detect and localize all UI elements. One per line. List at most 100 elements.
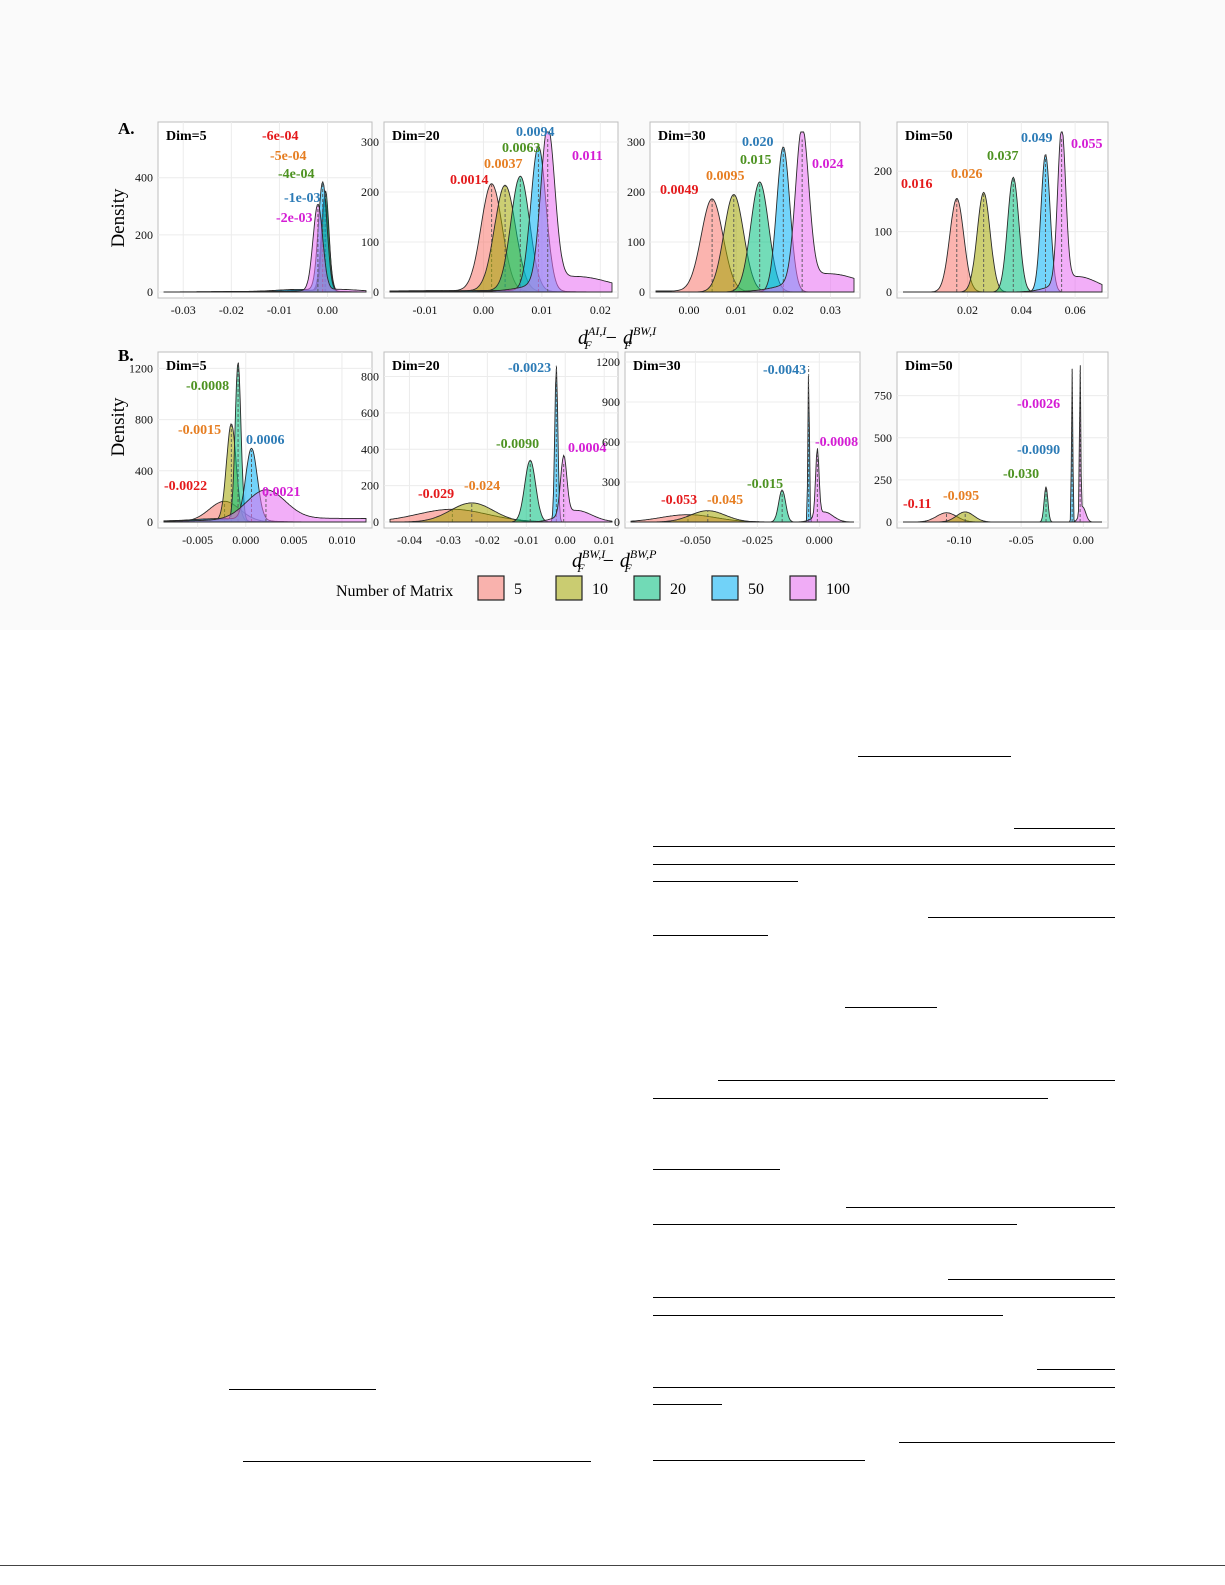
peak-label-100: 0.011 (572, 149, 603, 164)
dim-label: Dim=30 (658, 129, 706, 144)
legend-swatch-5 (477, 575, 505, 601)
density-series-100 (390, 454, 613, 523)
x-tick-label: -0.02 (219, 303, 244, 317)
peak-label-50: 0.0006 (246, 433, 285, 448)
y-tick-label: 200 (135, 228, 153, 242)
legend-label-10: 10 (592, 581, 608, 598)
legend: Number of Matrix 5 10 20 50 100 (336, 575, 850, 601)
peak-label-5: -0.0022 (164, 479, 207, 494)
peak-label-10: -5e-04 (270, 149, 307, 164)
x-tick-label: -0.10 (946, 533, 971, 547)
legend-label-100: 100 (826, 581, 850, 598)
underline-link[interactable] (653, 1098, 1048, 1100)
legend-items: 5 10 20 50 100 (477, 575, 850, 601)
x-tick-label: -0.005 (182, 533, 213, 547)
x-axis-label-a: dAI,I F − dBW,I F (578, 324, 657, 352)
x-tick-label: 0.06 (1065, 303, 1086, 317)
dim-label: Dim=50 (905, 359, 953, 374)
y-tick-label: 100 (874, 225, 892, 239)
underline-link[interactable] (899, 1442, 1115, 1444)
underline-link[interactable] (653, 1387, 1115, 1389)
y-tick-label: 200 (361, 479, 379, 493)
y-tick-label: 0 (886, 285, 892, 299)
page-footer-rule (0, 1565, 1225, 1566)
underline-link[interactable] (948, 1279, 1115, 1281)
y-tick-label: 0 (147, 515, 153, 529)
underline-link[interactable] (243, 1461, 591, 1463)
figure: A. B. Density Density dAI,I F − dBW,I F dBW,… (0, 0, 1225, 630)
y-tick-label: 300 (361, 135, 379, 149)
peak-label-20: 0.0063 (502, 141, 541, 156)
underline-link[interactable] (653, 846, 1115, 848)
legend-swatch-10 (555, 575, 583, 601)
peak-label-100: 0.0004 (568, 441, 607, 456)
peak-label-20: -0.015 (747, 477, 783, 492)
x-tick-label: -0.03 (436, 533, 461, 547)
legend-swatch-100 (789, 575, 817, 601)
peak-label-20: -0.030 (1003, 467, 1039, 482)
x-tick-label: -0.01 (514, 533, 539, 547)
underline-link[interactable] (653, 1460, 865, 1462)
peak-label-50: 0.020 (742, 135, 774, 150)
underline-link[interactable] (653, 1297, 1115, 1299)
underline-link[interactable] (718, 1080, 1115, 1082)
underline-link[interactable] (653, 1224, 1017, 1226)
peak-label-5: 0.0049 (660, 183, 699, 198)
legend-title: Number of Matrix (336, 583, 453, 600)
peak-label-5: -0.053 (661, 493, 697, 508)
underline-link[interactable] (928, 917, 1115, 919)
x-tick-label: -0.05 (1009, 533, 1034, 547)
panel-B-dim30: -0.050 -0.025 0.000 0 300 600 900 1200 -0.053 -0.… (596, 351, 861, 547)
y-tick-label: 600 (602, 435, 620, 449)
section-label-b: B. (118, 346, 134, 365)
y-tick-label: 100 (627, 235, 645, 249)
underline-link[interactable] (858, 756, 1011, 758)
peak-label-5: -6e-04 (262, 129, 299, 144)
legend-label-20: 20 (670, 581, 686, 598)
panel-B-dim50: -0.10 -0.05 0.00 0 250 500 750 -0.11 -0.095 -0.03… (874, 351, 1109, 547)
peak-label-50: 0.0094 (516, 125, 555, 140)
x-tick-label: -0.01 (413, 303, 438, 317)
x-tick-label: 0.000 (806, 533, 833, 547)
y-tick-label: 0 (614, 515, 620, 529)
panel-frame (624, 351, 861, 529)
underline-link[interactable] (653, 1315, 1003, 1317)
x-tick-label: -0.03 (171, 303, 196, 317)
panel-frame (896, 121, 1109, 299)
y-tick-label: 800 (361, 370, 379, 384)
legend-label-50: 50 (748, 581, 764, 598)
underline-link[interactable] (653, 864, 1115, 866)
peak-label-100: -0.0026 (1017, 397, 1060, 412)
peak-label-100: -0.0008 (815, 435, 858, 450)
y-tick-label: 0 (147, 285, 153, 299)
peak-label-50: -0.0023 (508, 361, 551, 376)
underline-link[interactable] (653, 935, 768, 937)
density-series-100 (163, 203, 367, 293)
y-tick-label: 0 (886, 515, 892, 529)
legend-swatch-50 (711, 575, 739, 601)
peak-label-10: 0.026 (951, 167, 983, 182)
underline-link[interactable] (653, 881, 798, 883)
y-tick-label: 200 (874, 164, 892, 178)
underline-link[interactable] (1037, 1369, 1115, 1371)
x-tick-label: 0.00 (473, 303, 494, 317)
underline-link[interactable] (653, 1169, 780, 1171)
peak-label-5: -0.029 (418, 487, 454, 502)
dim-label: Dim=5 (166, 359, 207, 374)
svg-text:dAI,IF−dBW,IF: dAI,I F − dBW,I F (578, 324, 657, 352)
x-tick-label: 0.00 (1073, 533, 1094, 547)
x-tick-label: 0.03 (820, 303, 841, 317)
underline-link[interactable] (229, 1389, 376, 1391)
dim-label: Dim=20 (392, 129, 440, 144)
x-tick-label: -0.01 (267, 303, 292, 317)
underline-link[interactable] (653, 1404, 722, 1406)
panel-A-dim5: -0.03 -0.02 -0.01 0.00 0 200 400 -6e-04 -5e-04 -4… (135, 121, 373, 317)
underline-link[interactable] (845, 1007, 937, 1009)
x-tick-label: -0.04 (397, 533, 422, 547)
underline-link[interactable] (846, 1207, 1115, 1209)
underline-link[interactable] (1014, 828, 1115, 830)
y-tick-label: 400 (361, 442, 379, 456)
peak-label-100: 0.0021 (262, 485, 301, 500)
peak-label-10: 0.0037 (484, 157, 523, 172)
